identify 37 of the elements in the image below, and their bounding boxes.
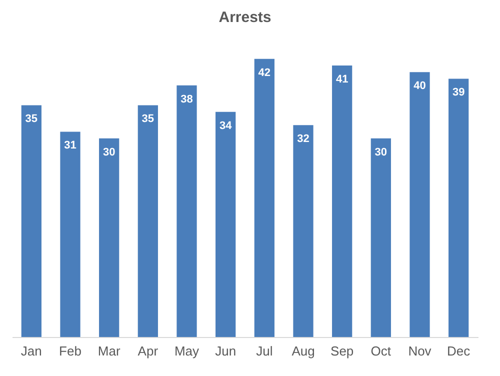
bar [332,65,352,337]
x-tick-label: Jul [256,344,273,358]
bar [60,132,80,337]
data-label: 35 [25,113,38,126]
bar [370,138,391,337]
bar [99,138,120,337]
x-tick-label: Sep [330,344,354,358]
x-tick-label: Mar [98,344,121,358]
data-label: 30 [102,146,116,158]
x-tick-label: Aug [292,344,315,358]
data-label: 31 [64,140,76,152]
data-label: 38 [180,93,193,106]
bar [176,85,197,337]
bar [21,105,42,337]
data-label: 35 [142,113,154,126]
x-tick-label: Apr [138,344,159,358]
data-label: 32 [297,133,310,146]
bar [293,125,314,337]
x-tick-label: Oct [370,344,392,358]
bar [254,58,274,337]
data-label: 40 [414,80,426,92]
bar [448,78,469,337]
bar [216,112,236,337]
x-tick-label: Nov [408,344,432,358]
data-label: 42 [258,66,271,79]
bar [410,72,430,337]
x-tick-label: Jan [20,344,42,358]
data-label: 41 [336,73,348,86]
chart-title: Arrests [218,9,272,26]
bar [138,105,158,337]
data-label: 34 [219,120,233,132]
x-tick-label: May [174,344,200,358]
data-label: 30 [374,146,388,158]
x-tick-label: Dec [447,344,471,358]
x-tick-label: Feb [59,344,82,358]
data-label: 39 [452,86,465,99]
x-tick-label: Jun [215,344,236,358]
